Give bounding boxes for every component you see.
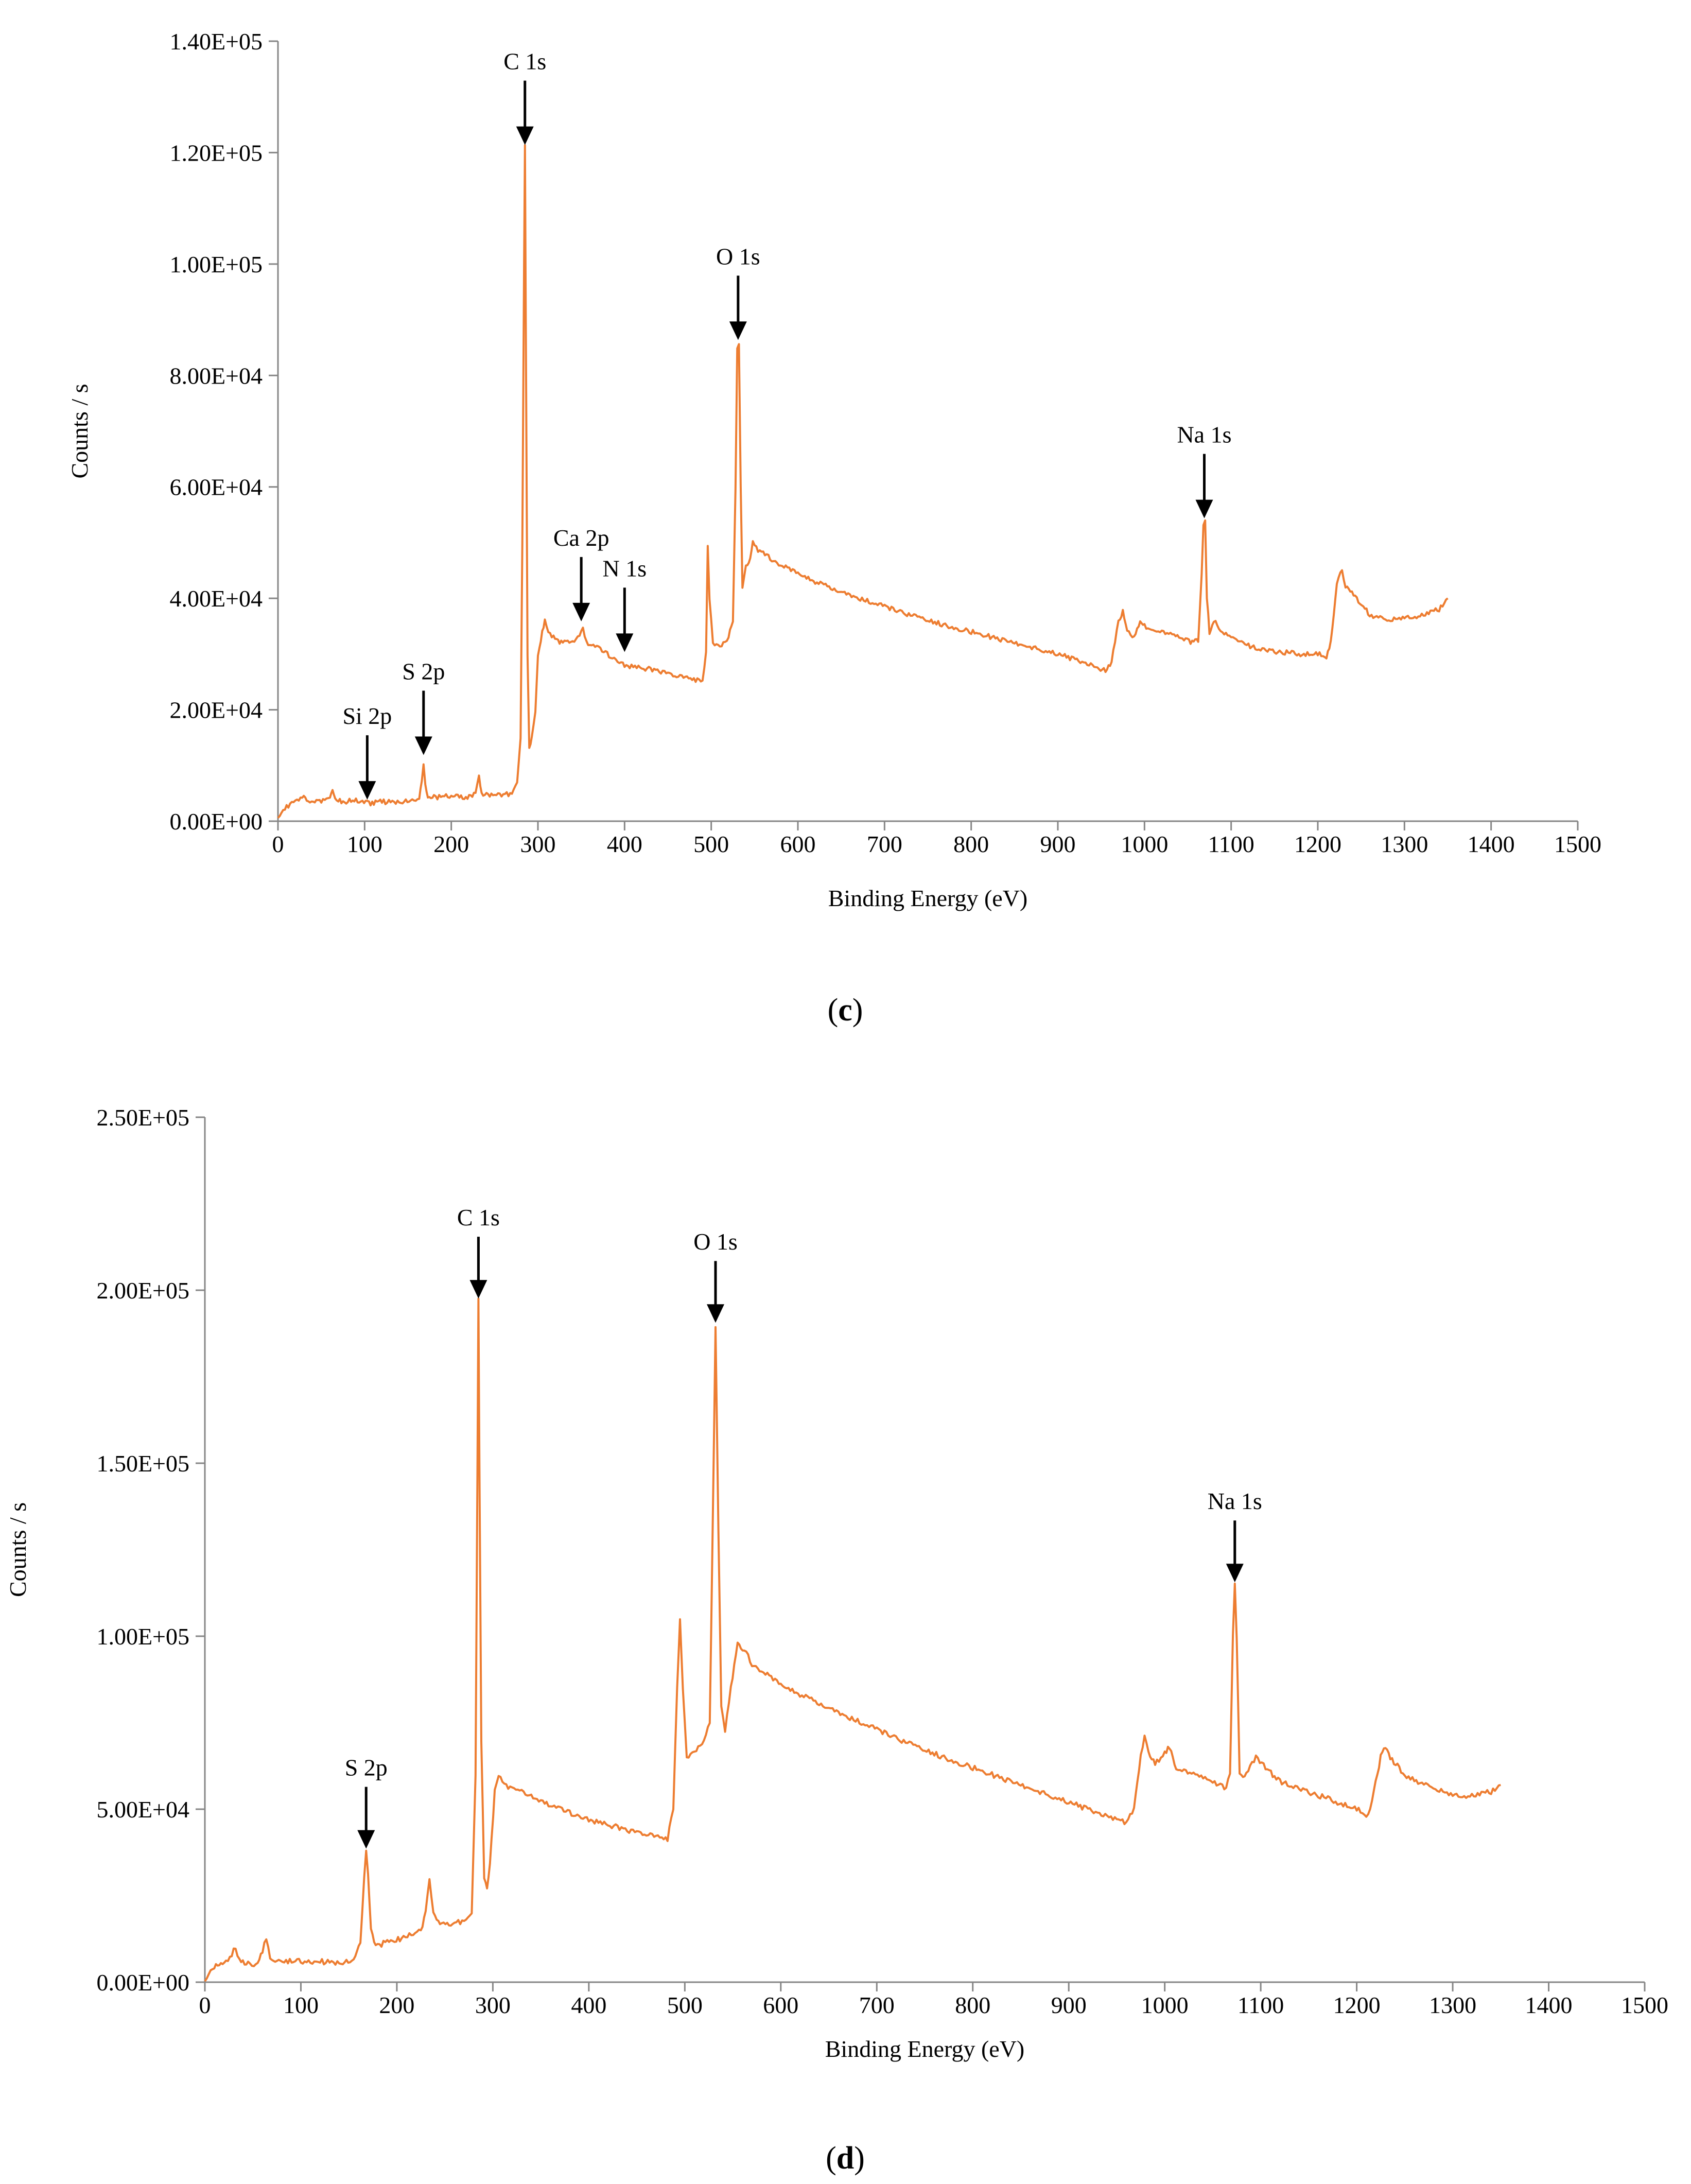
x-tick-label: 500 <box>693 831 729 857</box>
x-tick-label: 1200 <box>1333 1992 1381 2018</box>
annotation-arrow-head <box>707 1304 725 1323</box>
x-tick-label: 600 <box>763 1992 798 2018</box>
y-tick-label: 6.00E+04 <box>169 474 263 500</box>
annotation-label: N 1s <box>603 555 647 581</box>
x-tick-label: 1400 <box>1525 1992 1573 2018</box>
annotation-arrow-head <box>414 736 432 755</box>
y-axis-title: Counts / s <box>66 384 93 478</box>
y-tick-label: 1.40E+05 <box>169 28 263 55</box>
x-tick-label: 0 <box>199 1992 211 2018</box>
annotation-arrow-head <box>469 1280 487 1299</box>
y-axis-title: Counts / s <box>5 1502 31 1597</box>
annotation-arrow-head <box>1195 499 1213 518</box>
annotation-arrow-head <box>357 1830 375 1849</box>
x-tick-label: 1400 <box>1468 831 1515 857</box>
x-tick-label: 800 <box>953 831 989 857</box>
y-tick-label: 1.00E+05 <box>169 251 263 278</box>
x-tick-label: 400 <box>571 1992 606 2018</box>
x-tick-label: 1200 <box>1294 831 1341 857</box>
annotation-label: Ca 2p <box>553 525 609 551</box>
annotation-arrow-head <box>1226 1564 1244 1583</box>
x-tick-label: 1300 <box>1429 1992 1476 2018</box>
annotation-label: Si 2p <box>342 703 392 729</box>
y-tick-label: 8.00E+04 <box>169 362 263 389</box>
annotation-arrow-head <box>516 126 534 145</box>
chart-c: 0.00E+00 2.00E+04 4.00E+04 6.00E+04 8.00E+04… <box>66 28 1601 911</box>
x-tick-label: 800 <box>955 1992 990 2018</box>
annotation-label: O 1s <box>716 243 760 269</box>
x-tick-label: 1300 <box>1381 831 1428 857</box>
x-tick-label: 1500 <box>1554 831 1601 857</box>
x-tick-label: 1100 <box>1208 831 1254 857</box>
y-tick-label: 0.00E+00 <box>96 1969 189 1996</box>
x-tick-label: 0 <box>272 831 284 857</box>
annotation-label: C 1s <box>503 48 546 75</box>
y-tick-label: 5.00E+04 <box>96 1796 189 1823</box>
x-tick-label: 700 <box>859 1992 895 2018</box>
x-tick-label: 700 <box>867 831 902 857</box>
y-tick-label: 2.00E+05 <box>96 1277 189 1304</box>
y-tick-label: 1.50E+05 <box>96 1450 189 1477</box>
y-tick-label: 2.00E+04 <box>169 697 263 723</box>
y-tick-label: 1.20E+05 <box>169 140 263 166</box>
chart-d: 0.00E+00 5.00E+04 1.00E+05 1.50E+05 2.00E+05… <box>5 1104 1668 2062</box>
x-axis-title: Binding Energy (eV) <box>825 2036 1025 2062</box>
x-tick-label: 400 <box>607 831 642 857</box>
annotation-arrow-head <box>572 602 590 621</box>
series-line <box>277 144 1449 819</box>
annotation-label: C 1s <box>457 1204 500 1230</box>
annotation-label: O 1s <box>693 1228 738 1255</box>
y-tick-label: 2.50E+05 <box>96 1104 189 1131</box>
y-tick-label: 0.00E+00 <box>169 808 263 835</box>
x-tick-label: 200 <box>433 831 469 857</box>
x-tick-label: 100 <box>347 831 382 857</box>
annotation-label: Na 1s <box>1177 422 1231 448</box>
y-tick-label: 4.00E+04 <box>169 585 263 612</box>
x-tick-label: 1000 <box>1121 831 1168 857</box>
y-tick-label: 1.00E+05 <box>96 1623 189 1650</box>
x-tick-label: 600 <box>780 831 816 857</box>
annotation-arrow-head <box>616 633 634 652</box>
x-tick-label: 500 <box>667 1992 703 2018</box>
x-tick-label: 900 <box>1040 831 1076 857</box>
panel-label-c: (c) <box>828 993 863 1028</box>
x-tick-label: 200 <box>379 1992 414 2018</box>
annotation-arrow-head <box>729 321 747 340</box>
x-tick-label: 1100 <box>1237 1992 1284 2018</box>
x-tick-label: 1500 <box>1621 1992 1668 2018</box>
x-tick-label: 100 <box>283 1992 319 2018</box>
x-axis-title: Binding Energy (eV) <box>828 885 1028 911</box>
series-line <box>204 1297 1501 1982</box>
x-tick-label: 1000 <box>1141 1992 1189 2018</box>
panel-label-d: (d) <box>826 2141 865 2176</box>
annotation-label: S 2p <box>402 658 445 685</box>
annotation-label: Na 1s <box>1208 1488 1262 1514</box>
annotation-label: S 2p <box>345 1755 388 1781</box>
x-tick-label: 300 <box>475 1992 511 2018</box>
x-tick-label: 900 <box>1051 1992 1087 2018</box>
annotation-arrow-head <box>358 781 376 800</box>
x-tick-label: 300 <box>520 831 556 857</box>
